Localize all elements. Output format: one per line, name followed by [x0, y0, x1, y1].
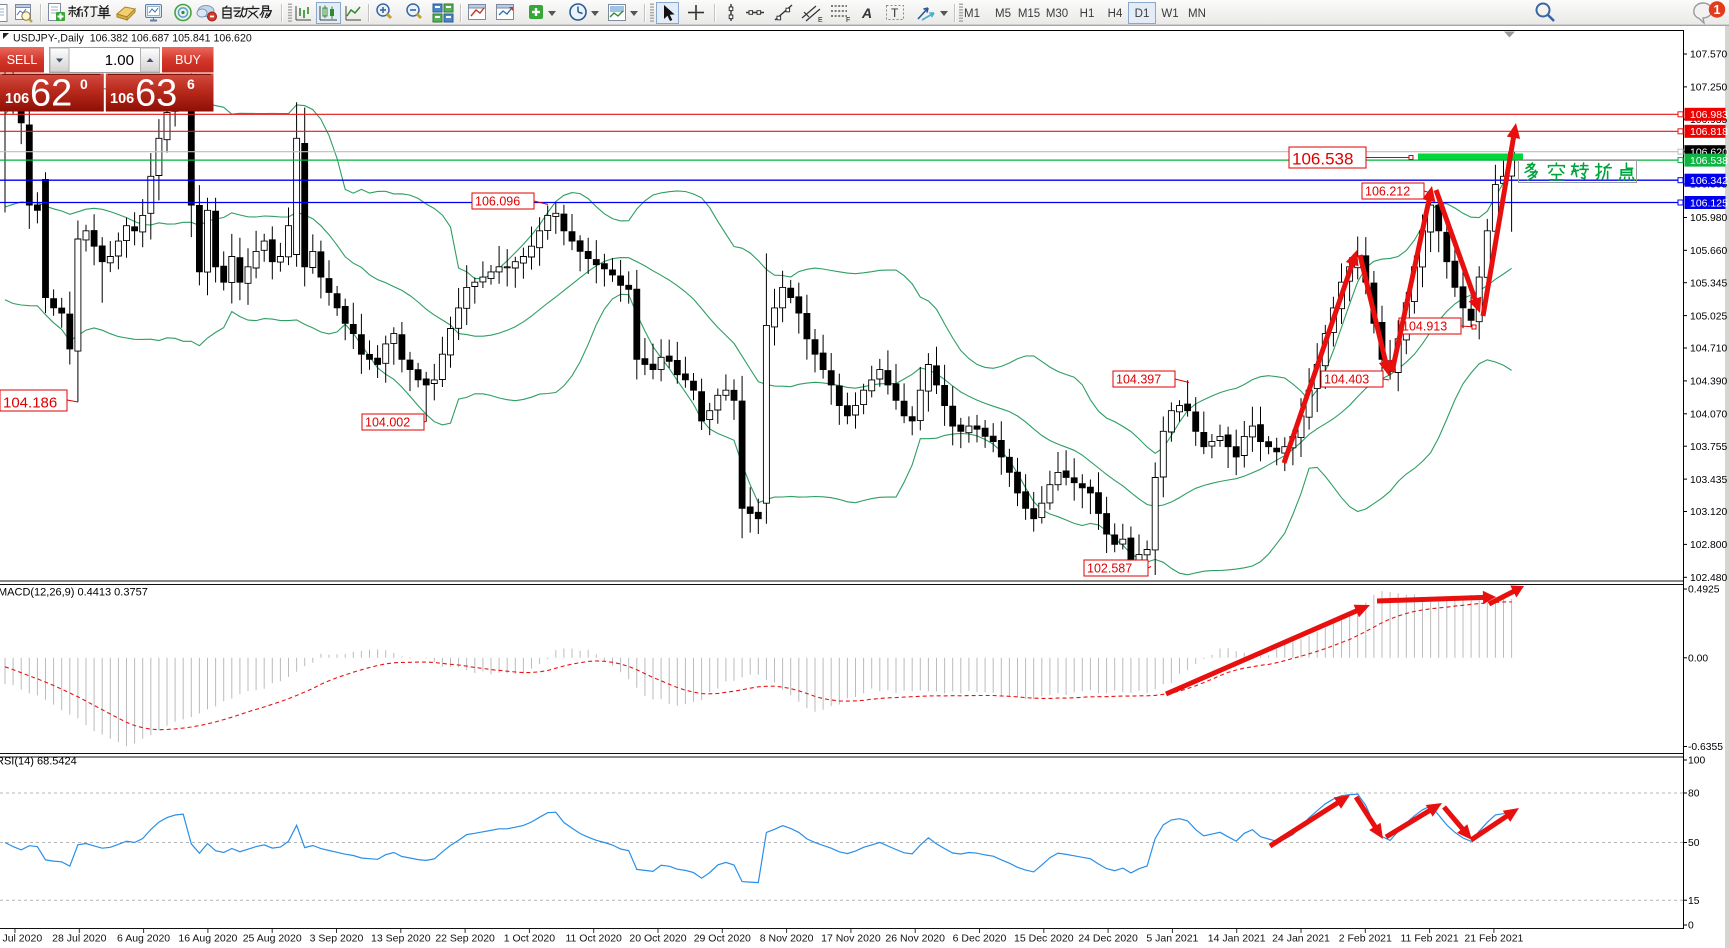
svg-text:F: F	[846, 17, 850, 24]
svg-text:15: 15	[1688, 896, 1700, 907]
svg-text:M1: M1	[964, 8, 980, 20]
svg-text:USDJPY-,Daily 106.382 106.687: USDJPY-,Daily 106.382 106.687 105.841 10…	[13, 33, 252, 45]
svg-text:20 Jul 2020: 20 Jul 2020	[0, 933, 42, 945]
svg-text:104.397: 104.397	[1116, 373, 1161, 387]
svg-text:1 Oct 2020: 1 Oct 2020	[504, 933, 556, 945]
svg-text:6 Dec 2020: 6 Dec 2020	[953, 933, 1007, 945]
svg-text:D1: D1	[1135, 8, 1150, 20]
svg-text:105.025: 105.025	[1690, 311, 1727, 322]
svg-text:MACD(12,26,9) 0.4413 0.3757: MACD(12,26,9) 0.4413 0.3757	[0, 587, 148, 599]
svg-text:106.818: 106.818	[1690, 126, 1728, 138]
svg-text:H1: H1	[1080, 8, 1095, 20]
svg-text:BUY: BUY	[175, 53, 201, 67]
svg-text:W1: W1	[1161, 8, 1178, 20]
svg-text:106.342: 106.342	[1690, 175, 1728, 187]
svg-text:63: 63	[135, 73, 177, 115]
svg-text:106.538: 106.538	[1690, 155, 1728, 167]
svg-text:80: 80	[1688, 789, 1700, 800]
svg-text:62: 62	[30, 73, 72, 115]
svg-text:50: 50	[1688, 838, 1700, 849]
svg-text:104.403: 104.403	[1324, 373, 1369, 387]
svg-text:0.4925: 0.4925	[1688, 585, 1720, 596]
svg-text:20 Oct 2020: 20 Oct 2020	[629, 933, 686, 945]
svg-text:106: 106	[5, 91, 29, 107]
svg-text:102.587: 102.587	[1087, 562, 1132, 576]
svg-text:15 Dec 2020: 15 Dec 2020	[1014, 933, 1074, 945]
svg-text:E: E	[818, 17, 823, 24]
svg-text:14 Jan 2021: 14 Jan 2021	[1208, 933, 1266, 945]
svg-text:104.070: 104.070	[1690, 410, 1727, 421]
svg-text:104.913: 104.913	[1402, 320, 1447, 334]
svg-text:104.186: 104.186	[3, 395, 57, 412]
svg-text:104.002: 104.002	[365, 416, 410, 430]
svg-text:103.755: 103.755	[1690, 442, 1727, 453]
svg-text:6: 6	[187, 76, 195, 92]
svg-text:2 Feb 2021: 2 Feb 2021	[1339, 933, 1392, 945]
svg-text:106.096: 106.096	[475, 195, 520, 209]
svg-text:T: T	[891, 6, 899, 20]
svg-text:1: 1	[1714, 3, 1721, 17]
svg-text:106.125: 106.125	[1690, 197, 1728, 209]
svg-text:H4: H4	[1108, 8, 1123, 20]
svg-text:MN: MN	[1188, 8, 1206, 20]
svg-text:M30: M30	[1046, 8, 1068, 20]
svg-text:104.710: 104.710	[1690, 344, 1727, 355]
svg-text:26 Nov 2020: 26 Nov 2020	[885, 933, 945, 945]
svg-text:17 Nov 2020: 17 Nov 2020	[821, 933, 881, 945]
svg-text:105.980: 105.980	[1690, 213, 1727, 224]
svg-text:22 Sep 2020: 22 Sep 2020	[435, 933, 495, 945]
svg-text:5 Jan 2021: 5 Jan 2021	[1146, 933, 1198, 945]
svg-text:102.800: 102.800	[1690, 540, 1727, 551]
svg-text:24 Jan 2021: 24 Jan 2021	[1272, 933, 1330, 945]
svg-text:29 Oct 2020: 29 Oct 2020	[694, 933, 751, 945]
svg-text:A: A	[861, 5, 872, 21]
svg-text:24 Dec 2020: 24 Dec 2020	[1078, 933, 1138, 945]
svg-text:-0.6355: -0.6355	[1688, 742, 1723, 753]
svg-text:106: 106	[110, 91, 134, 107]
svg-text:M5: M5	[995, 8, 1011, 20]
svg-text:M15: M15	[1018, 8, 1040, 20]
svg-text:0: 0	[1688, 921, 1694, 932]
svg-text:0: 0	[80, 76, 88, 92]
svg-text:105.660: 105.660	[1690, 246, 1727, 257]
svg-text:1.00: 1.00	[105, 52, 134, 69]
svg-text:102.480: 102.480	[1690, 573, 1727, 584]
svg-text:104.390: 104.390	[1690, 377, 1727, 388]
svg-text:105.345: 105.345	[1690, 278, 1727, 289]
svg-text:RSI(14) 68.5424: RSI(14) 68.5424	[0, 756, 77, 768]
svg-text:8 Nov 2020: 8 Nov 2020	[760, 933, 814, 945]
svg-text:28 Jul 2020: 28 Jul 2020	[52, 933, 106, 945]
svg-text:21 Feb 2021: 21 Feb 2021	[1464, 933, 1523, 945]
svg-text:SELL: SELL	[7, 53, 38, 67]
svg-text:103.120: 103.120	[1690, 507, 1727, 518]
svg-text:100: 100	[1688, 756, 1705, 767]
svg-text:103.435: 103.435	[1690, 475, 1727, 486]
svg-text:106.212: 106.212	[1365, 185, 1410, 199]
svg-text:107.250: 107.250	[1690, 83, 1727, 94]
svg-text:3 Sep 2020: 3 Sep 2020	[310, 933, 364, 945]
svg-text:6 Aug 2020: 6 Aug 2020	[117, 933, 170, 945]
svg-text:106.983: 106.983	[1690, 109, 1728, 121]
svg-text:107.570: 107.570	[1690, 50, 1727, 61]
svg-text:13 Sep 2020: 13 Sep 2020	[371, 933, 431, 945]
svg-text:16 Aug 2020: 16 Aug 2020	[178, 933, 237, 945]
svg-text:106.538: 106.538	[1292, 150, 1353, 169]
svg-text:11 Oct 2020: 11 Oct 2020	[565, 933, 622, 945]
svg-text:25 Aug 2020: 25 Aug 2020	[243, 933, 302, 945]
svg-text:0.00: 0.00	[1688, 654, 1708, 665]
svg-text:11 Feb 2021: 11 Feb 2021	[1401, 933, 1459, 945]
